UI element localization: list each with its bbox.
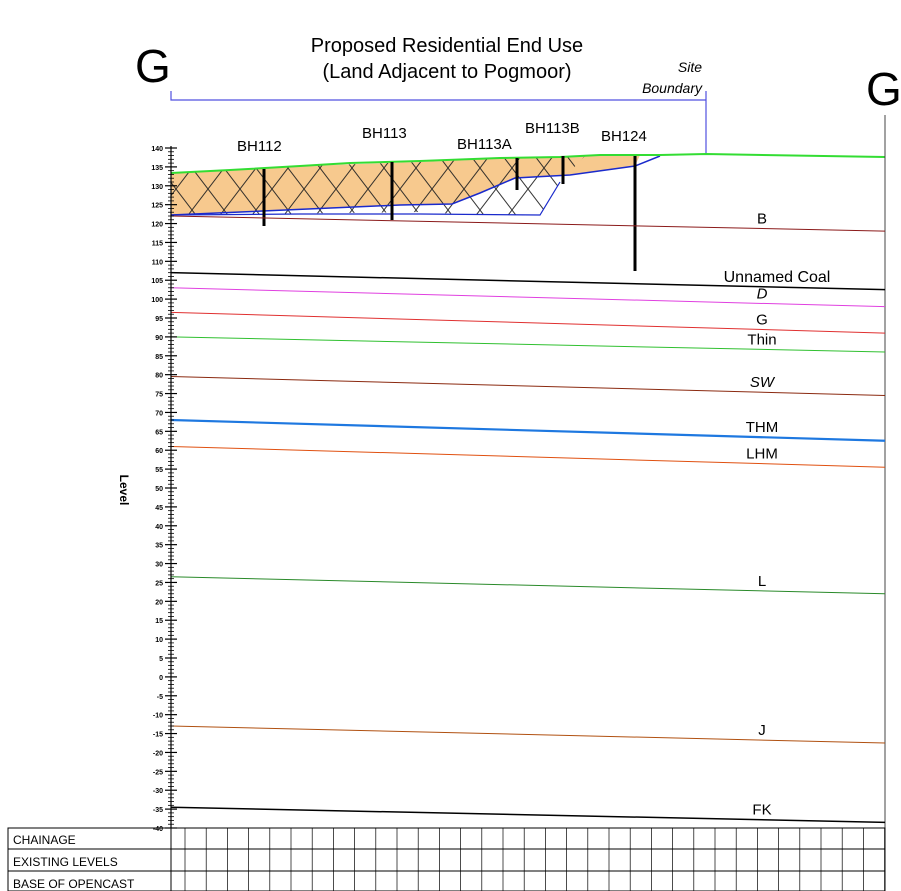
seam-line-g xyxy=(170,311,886,334)
seam-line-thm xyxy=(170,418,886,442)
axis-tick-label: -15 xyxy=(153,732,163,739)
seam-label-l: L xyxy=(758,573,766,590)
seam-label-g: G xyxy=(756,312,768,329)
axis-tick-label: 115 xyxy=(152,240,163,247)
axis-tick-label: 75 xyxy=(155,392,163,399)
seam-label-j: J xyxy=(758,722,766,739)
axis-tick-label: 80 xyxy=(155,373,163,380)
axis-tick-label: 90 xyxy=(155,335,163,342)
seam-line-l xyxy=(170,576,886,595)
axis-tick-label: 85 xyxy=(155,354,163,361)
seam-line-fk xyxy=(170,806,886,824)
axis-tick-label: 60 xyxy=(155,448,163,455)
axis-tick-label: 125 xyxy=(151,203,163,210)
borehole-label-bh113a: BH113A xyxy=(457,136,512,153)
seam-line-d xyxy=(170,287,886,308)
seam-label-unnamed-coal: Unnamed Coal xyxy=(724,269,831,286)
axis-tick-label: 35 xyxy=(155,543,163,550)
seam-label-d: D xyxy=(757,285,768,302)
seam-line-unnamed-coal xyxy=(170,271,886,291)
borehole-label-bh113: BH113 xyxy=(362,125,407,142)
opencast-base-line xyxy=(170,155,661,216)
section-letter-left: G xyxy=(135,40,171,92)
axis-tick-label: 100 xyxy=(151,297,163,304)
table-row-label-base-of-opencast: BASE OF OPENCAST xyxy=(13,877,135,891)
axis-tick-label: 110 xyxy=(152,259,163,266)
axis-tick-label: -40 xyxy=(153,826,163,833)
seam-line-sw xyxy=(170,376,886,396)
axis-tick-label: 5 xyxy=(159,656,163,663)
seam-label-thin: Thin xyxy=(747,331,776,348)
data-table: CHAINAGE EXISTING LEVELS BASE OF OPENCAS… xyxy=(7,827,886,891)
axis-tick-label: 45 xyxy=(155,505,163,512)
axis-tick-label: 0 xyxy=(159,675,163,682)
borehole-label-bh113b: BH113B xyxy=(525,120,580,137)
borehole-label-bh124: BH124 xyxy=(601,128,647,145)
axis-tick-label: 105 xyxy=(151,278,163,285)
axis-tick-label: 30 xyxy=(155,562,163,569)
axis-tick-label: -25 xyxy=(153,769,163,776)
axis-tick-label: 65 xyxy=(155,429,163,436)
axis-tick-label: 70 xyxy=(155,410,163,417)
seam-label-b: B xyxy=(757,211,767,228)
site-boundary-label-2: Boundary xyxy=(642,80,703,96)
axis-tick-label: 140 xyxy=(151,146,163,153)
seam-label-sw: SW xyxy=(750,374,776,391)
table-row-label-existing-levels: EXISTING LEVELS xyxy=(13,855,118,869)
axis-tick-label: 25 xyxy=(155,580,163,587)
axis-tick-label: 55 xyxy=(155,467,163,474)
axis-tick-label: -10 xyxy=(153,713,163,720)
axis-tick-label: -35 xyxy=(153,807,163,814)
axis-tick-label: 50 xyxy=(155,486,163,493)
axis-tick-label: 120 xyxy=(151,222,163,229)
site-boundary-label-1: Site xyxy=(678,59,702,75)
axis-tick-label: 15 xyxy=(155,618,163,625)
axis-tick-label: -20 xyxy=(153,750,163,757)
seam-line-b xyxy=(170,215,886,232)
opencast-hatch xyxy=(171,156,585,215)
axis-tick-label: 135 xyxy=(151,165,163,172)
title-line-2: (Land Adjacent to Pogmoor) xyxy=(322,61,571,83)
axis-tick-label: 130 xyxy=(151,184,163,191)
axis-tick-label: -30 xyxy=(153,788,163,795)
seam-line-j xyxy=(170,725,886,744)
y-axis-label: Level xyxy=(117,475,131,506)
opencast-lower-base-line xyxy=(170,181,561,216)
axis-tick-label: 40 xyxy=(155,524,163,531)
axis-tick-label: -5 xyxy=(157,694,163,701)
seam-label-fk: FK xyxy=(752,802,771,819)
level-axis: 1401351301251201151101051009590858075706… xyxy=(151,146,177,833)
ground-surface-line xyxy=(170,152,886,174)
axis-tick-label: 10 xyxy=(155,637,163,644)
seam-line-lhm xyxy=(170,445,886,468)
borehole-label-bh112: BH112 xyxy=(237,138,282,155)
seam-line-thin xyxy=(170,336,886,353)
title-line-1: Proposed Residential End Use xyxy=(311,35,583,57)
section-letter-right: G xyxy=(866,63,901,115)
axis-tick-label: 20 xyxy=(155,599,163,606)
site-boundary-bracket xyxy=(170,91,707,155)
seam-label-thm: THM xyxy=(746,419,779,436)
seam-label-lhm: LHM xyxy=(746,446,778,463)
table-row-label-chainage: CHAINAGE xyxy=(13,833,76,847)
axis-tick-label: 95 xyxy=(155,316,163,323)
